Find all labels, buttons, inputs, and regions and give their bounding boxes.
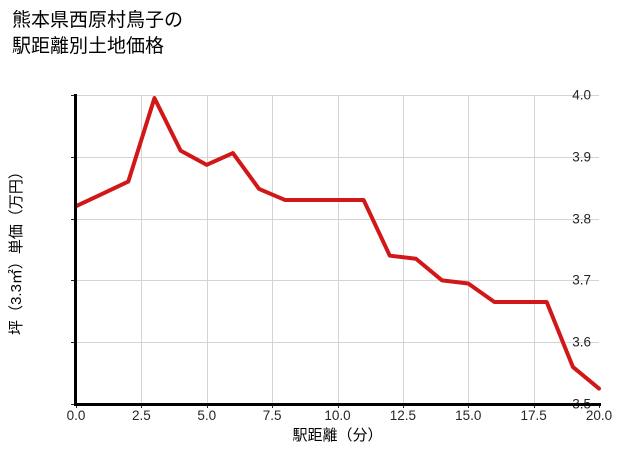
x-tickmark bbox=[76, 404, 77, 408]
x-tick-label: 12.5 bbox=[389, 408, 417, 423]
x-tick-label: 10.0 bbox=[324, 408, 351, 423]
x-tickmark bbox=[402, 404, 404, 408]
x-tickmark bbox=[533, 404, 535, 408]
series-polyline bbox=[74, 96, 601, 391]
y-tickmark bbox=[71, 342, 75, 344]
x-tickmark bbox=[272, 404, 274, 408]
x-tick-label: 7.5 bbox=[262, 408, 282, 423]
gridline-vertical bbox=[141, 95, 143, 404]
y-tick-label: 3.9 bbox=[572, 149, 591, 165]
x-tick-label: 20.0 bbox=[585, 408, 613, 423]
x-tick-label: 2.5 bbox=[131, 408, 151, 423]
x-tickmark bbox=[599, 404, 600, 408]
gridline-vertical bbox=[206, 95, 208, 404]
y-tick-label: 3.8 bbox=[572, 211, 591, 227]
gridline-vertical bbox=[337, 95, 339, 404]
x-tickmark bbox=[141, 404, 143, 408]
y-tickmark bbox=[71, 218, 75, 220]
axis-spine-left bbox=[74, 94, 77, 405]
y-tickmark bbox=[71, 156, 75, 158]
chart-title: 熊本県西原村鳥子の 駅距離別土地価格 bbox=[12, 10, 184, 57]
gridline-vertical bbox=[402, 95, 404, 404]
x-tickmark bbox=[206, 404, 208, 408]
y-tick-label: 3.6 bbox=[572, 334, 591, 350]
y-tickmark bbox=[71, 280, 75, 282]
plot-area: 3.53.63.73.83.94.0 0.02.55.07.510.012.51… bbox=[67, 88, 613, 424]
x-tickmark bbox=[337, 404, 339, 408]
y-tick-label: 3.7 bbox=[572, 272, 591, 288]
gridline-vertical bbox=[468, 95, 470, 404]
y-tickmark bbox=[71, 404, 75, 405]
y-tickmark bbox=[71, 95, 75, 96]
data-series-line bbox=[74, 96, 601, 391]
x-tickmark bbox=[468, 404, 470, 408]
gridline-vertical bbox=[272, 95, 274, 404]
axis-spine-bottom bbox=[74, 403, 601, 406]
x-axis-label: 駅距離（分） bbox=[292, 427, 383, 444]
y-axis-label: 坪（3.3㎡）単価（万円） bbox=[8, 164, 25, 335]
x-tick-label: 15.0 bbox=[455, 408, 482, 423]
x-tick-label: 0.0 bbox=[66, 408, 86, 423]
y-tick-label: 4.0 bbox=[572, 87, 591, 103]
x-tick-label: 5.0 bbox=[197, 408, 217, 423]
x-tick-label: 17.5 bbox=[520, 408, 547, 423]
gridline-vertical bbox=[533, 95, 535, 404]
